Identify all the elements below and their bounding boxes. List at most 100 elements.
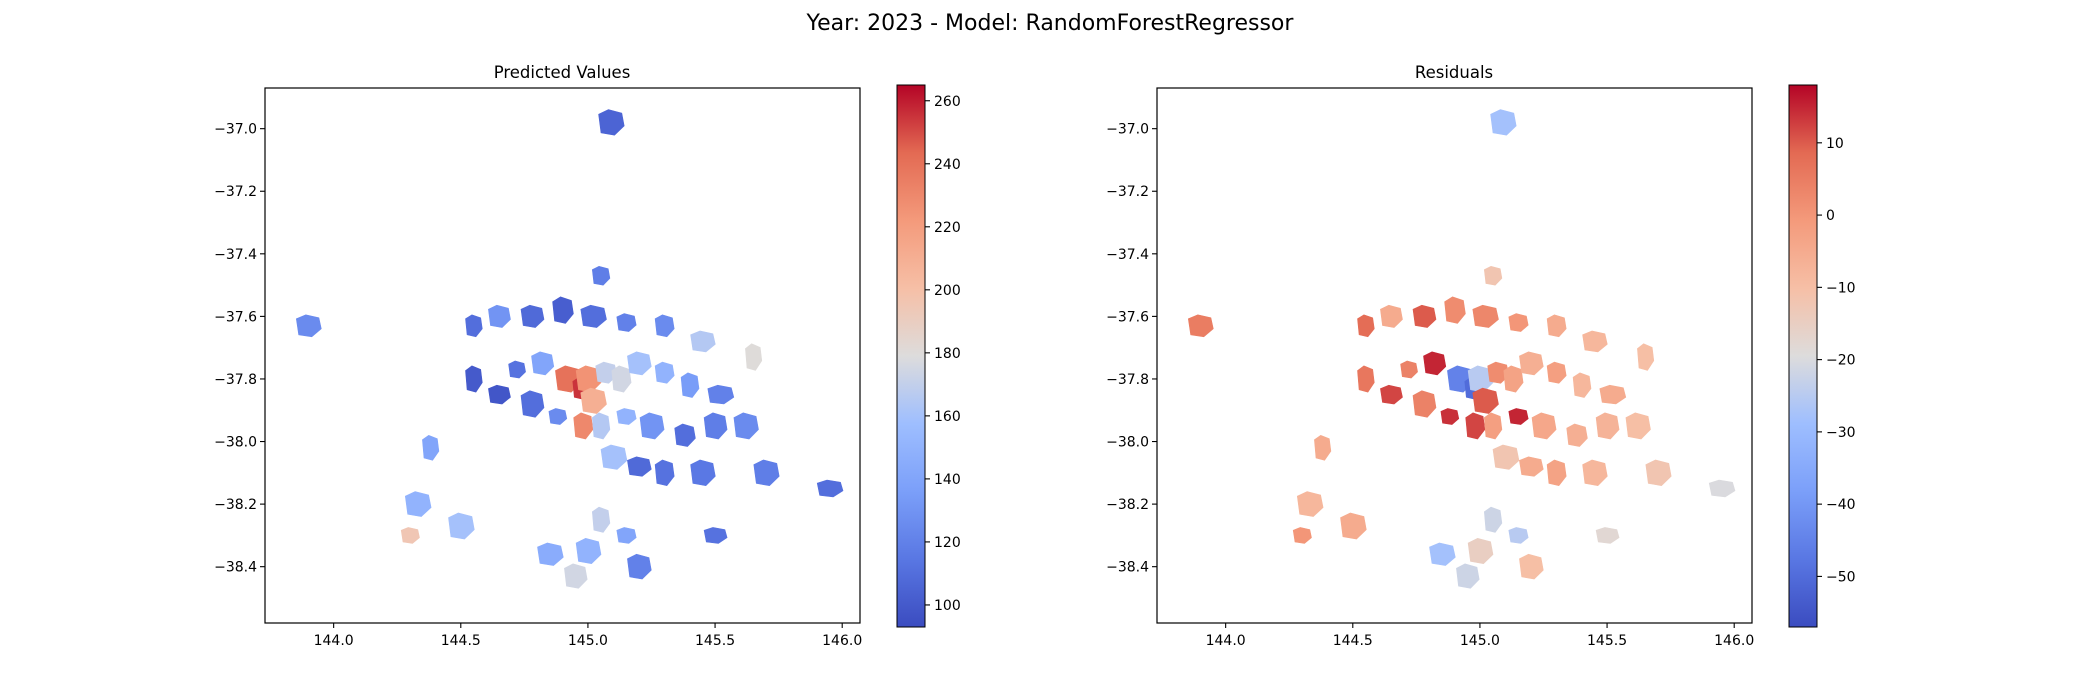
map-region <box>1467 537 1494 565</box>
map-region <box>1599 384 1627 405</box>
map-region <box>1423 351 1447 376</box>
map-region <box>575 537 602 565</box>
map-region <box>680 372 700 398</box>
map-region <box>1508 313 1529 332</box>
map-region <box>1357 365 1375 393</box>
map-region <box>1490 109 1517 136</box>
map-region <box>404 491 432 517</box>
y-tick-label: −38.0 <box>1106 435 1149 451</box>
map-region <box>1572 372 1592 398</box>
map-region <box>639 412 665 440</box>
map-region <box>816 479 844 498</box>
map-region <box>616 527 637 544</box>
y-tick-label: −37.8 <box>214 372 257 388</box>
map-region <box>1708 479 1736 498</box>
map-region <box>654 361 675 384</box>
residuals-map <box>1187 109 1736 589</box>
map-region <box>580 304 607 328</box>
map-region <box>591 265 611 286</box>
map-region <box>520 304 545 328</box>
map-region <box>627 553 652 580</box>
colorbar-tick-label: −10 <box>1826 280 1856 296</box>
residuals-colorbar <box>1788 84 1818 628</box>
map-region <box>1429 542 1456 566</box>
map-region <box>1483 265 1503 286</box>
predicted-values-map <box>295 109 844 589</box>
y-tick-label: −37.0 <box>214 122 257 138</box>
map-region <box>1412 304 1437 328</box>
colorbar-tick-label: −50 <box>1826 569 1856 585</box>
y-tick-label: −37.2 <box>1106 184 1149 200</box>
residuals-y-ticks: −37.0 −37.2 −37.4 −37.6 −37.8 −38.0 −38.2 −38.4 <box>1106 122 1157 576</box>
residuals-title: Residuals <box>1415 63 1493 82</box>
map-region <box>1187 314 1214 338</box>
y-tick-label: −38.2 <box>214 497 257 513</box>
map-region <box>564 563 588 589</box>
x-tick-label: 146.0 <box>822 633 862 649</box>
map-region <box>591 506 611 533</box>
colorbar-tick-label: 120 <box>934 535 961 551</box>
map-region <box>703 527 728 544</box>
map-region <box>531 351 555 376</box>
map-region <box>600 444 628 470</box>
colorbar-tick-label: 140 <box>934 472 961 488</box>
x-tick-label: 145.5 <box>1587 633 1627 649</box>
map-region <box>1519 351 1544 376</box>
colorbar-tick-label: 220 <box>934 220 961 236</box>
colorbar-tick-label: 260 <box>934 94 961 110</box>
map-region <box>616 408 637 425</box>
residuals-x-ticks: 144.0 144.5 145.0 145.5 146.0 <box>1206 623 1754 649</box>
colorbar-tick-label: 200 <box>934 283 961 299</box>
predicted-values-axes-frame <box>264 87 861 624</box>
map-region <box>598 109 625 136</box>
y-tick-label: −37.0 <box>1106 122 1149 138</box>
map-region <box>448 512 475 540</box>
map-region <box>707 384 735 405</box>
map-region <box>488 384 511 405</box>
map-region <box>591 412 611 440</box>
map-region <box>1472 387 1499 414</box>
residuals-colorbar-ticks: 10 0 −10 −20 −30 −40 −50 <box>1817 136 1856 585</box>
y-tick-label: −37.2 <box>214 184 257 200</box>
x-tick-label: 144.5 <box>1333 633 1373 649</box>
map-region <box>690 330 716 353</box>
map-region <box>1582 459 1608 487</box>
x-tick-label: 145.5 <box>695 633 735 649</box>
map-region <box>1440 408 1460 425</box>
map-region <box>537 542 564 566</box>
map-region <box>552 296 574 324</box>
map-region <box>1380 384 1403 405</box>
predicted-values-colorbar-ticks: 100 120 140 160 180 200 220 240 260 <box>925 94 961 614</box>
x-tick-label: 146.0 <box>1714 633 1754 649</box>
map-region <box>1292 527 1312 544</box>
map-region <box>465 314 483 338</box>
map-region <box>573 412 594 440</box>
colorbar-tick-label: 0 <box>1826 208 1835 224</box>
map-region <box>1380 304 1403 328</box>
predicted-values-x-ticks: 144.0 144.5 145.0 145.5 146.0 <box>314 623 862 649</box>
colorbar-tick-label: −20 <box>1826 353 1856 369</box>
map-region <box>575 365 602 393</box>
map-region <box>1465 412 1486 440</box>
y-tick-label: −37.4 <box>214 247 257 263</box>
map-region <box>654 314 675 338</box>
map-region <box>1340 512 1367 540</box>
colorbar-tick-label: −30 <box>1826 425 1856 441</box>
x-tick-label: 145.0 <box>1460 633 1500 649</box>
y-tick-label: −38.0 <box>214 435 257 451</box>
map-region <box>1412 390 1437 418</box>
figure-title: Year: 2023 - Model: RandomForestRegresso… <box>806 11 1295 36</box>
map-region <box>1508 408 1529 425</box>
map-region <box>1595 527 1620 544</box>
map-region <box>1483 506 1503 533</box>
map-region <box>548 408 568 425</box>
map-region <box>1357 314 1375 338</box>
map-region <box>674 423 696 447</box>
colorbar-tick-label: 100 <box>934 598 961 614</box>
map-region <box>627 456 652 477</box>
map-region <box>1566 423 1588 447</box>
x-tick-label: 144.5 <box>441 633 481 649</box>
colorbar-tick-label: −40 <box>1826 497 1856 513</box>
map-region <box>611 365 632 393</box>
